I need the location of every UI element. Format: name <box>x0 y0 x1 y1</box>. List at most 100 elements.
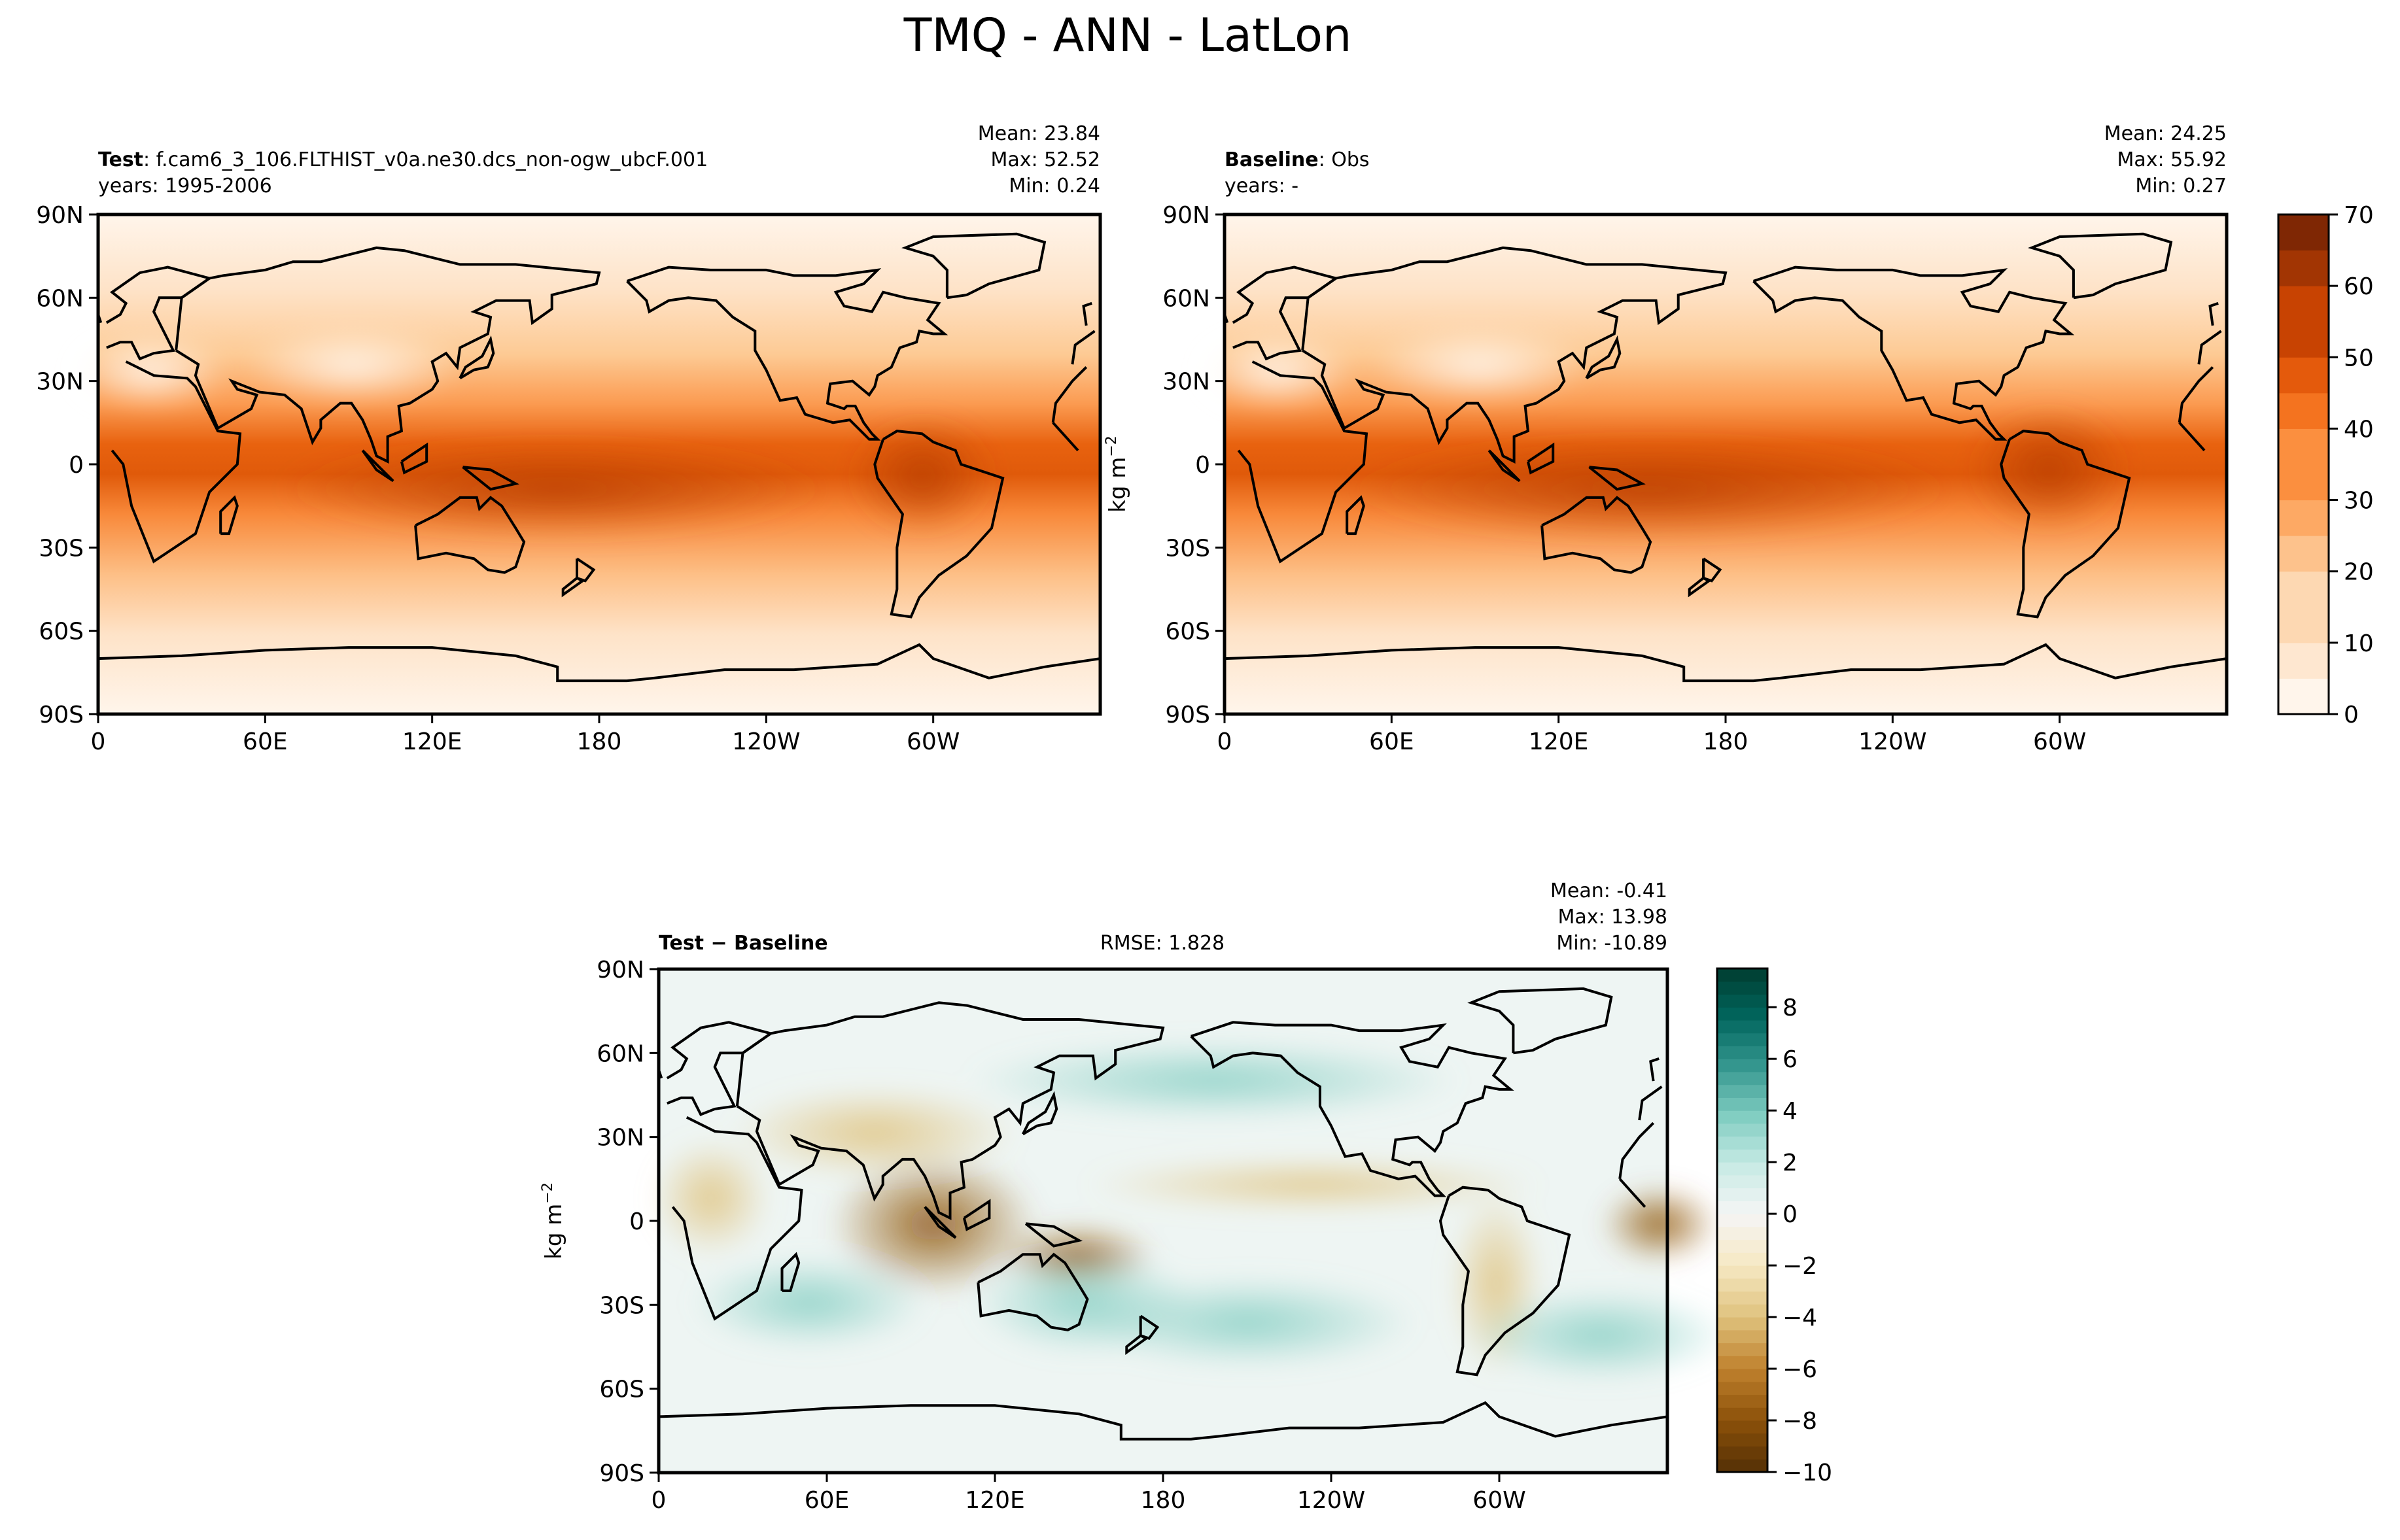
diff-lat-tick-label: 30S <box>599 1292 644 1319</box>
diff-dry-asia <box>731 1087 1018 1178</box>
bottom-colorbar-bin <box>1717 1214 1767 1227</box>
bottom-colorbar-bin <box>1717 1136 1767 1150</box>
bottom-colorbar-tick-label: 4 <box>1783 1098 1798 1125</box>
baseline-stat-max: Max: 55.92 <box>2117 148 2227 171</box>
diff-stat-max: Max: 13.98 <box>1557 906 1667 929</box>
diff-moist-south-atlantic <box>1470 1290 1731 1381</box>
test-coast-namerica <box>626 265 948 441</box>
baseline-lat-tick-label: 60S <box>1165 619 1210 645</box>
baseline-lat-tick-label: 90N <box>1162 202 1210 229</box>
diff-coast-indonesia <box>924 1206 957 1239</box>
baseline-coast-madagascar <box>1346 495 1365 536</box>
test-coast-madagascar <box>219 495 239 536</box>
test-lon-tick-label: 60W <box>907 728 960 755</box>
test-lat-tick-label: 60N <box>36 285 84 312</box>
baseline-coast-samerica <box>2000 430 2131 619</box>
top-colorbar-tick-label: 20 <box>2344 559 2374 586</box>
top-colorbar-bin <box>2278 428 2329 465</box>
diff-moist-north-pacific <box>966 1041 1463 1120</box>
test-lon-tick-label: 0 <box>91 728 106 755</box>
baseline-dry-sahara <box>1198 332 1355 411</box>
bottom-colorbar-bin <box>1717 1201 1767 1214</box>
baseline-lat-tick-label: 60N <box>1162 285 1210 312</box>
top-colorbar-cells <box>2278 214 2329 715</box>
bottom-colorbar-tick-label: −2 <box>1783 1253 1817 1280</box>
diff-label: Test − Baseline <box>659 932 828 955</box>
bottom-colorbar-bin <box>1717 1329 1767 1344</box>
top-colorbar-bin <box>2278 286 2329 322</box>
test-dry-sahara <box>72 332 229 411</box>
test-coast-europe <box>105 265 1096 365</box>
baseline-coastlines <box>1223 232 2227 683</box>
bottom-colorbar-tick-label: −6 <box>1783 1356 1817 1383</box>
top-colorbar-tick-label: 10 <box>2344 630 2374 657</box>
test-coast-africa <box>111 360 1088 564</box>
bottom-colorbar-bin <box>1717 994 1767 1008</box>
top-colorbar-tick-label: 60 <box>2344 273 2374 300</box>
baseline-lat-tick-label: 90S <box>1165 702 1210 728</box>
baseline-lon-tick-label: 0 <box>1217 728 1232 755</box>
baseline-lon-axis: 0 60E 120E 180 120W 60W <box>1217 714 2086 755</box>
diff-coast-nz <box>1139 1314 1160 1341</box>
bottom-colorbar-frame <box>1716 967 1769 1473</box>
top-colorbar-bin <box>2278 392 2329 429</box>
diff-rmse: RMSE: 1.828 <box>1100 932 1225 955</box>
bottom-colorbar-bin <box>1717 1059 1767 1072</box>
bottom-colorbar-bin <box>1717 1304 1767 1318</box>
baseline-coast-namerica <box>1752 265 2075 441</box>
top-colorbar-bin <box>2278 571 2329 607</box>
top-colorbar-bin <box>2278 214 2329 251</box>
bottom-colorbar-tick-label: 6 <box>1783 1046 1798 1073</box>
test-coast-greenland <box>901 232 1047 299</box>
baseline-lon-tick-label: 60W <box>2033 728 2086 755</box>
bottom-colorbar: −10 −8 −6 −4 −2 0 2 4 6 8 <box>1716 967 1832 1486</box>
diff-coast-newguinea <box>1024 1222 1083 1248</box>
test-years: years: 1995-2006 <box>98 175 272 197</box>
diff-lat-axis: 90N 60N 30N 0 30S 60S 90S <box>597 957 659 1487</box>
top-colorbar: 0 10 20 30 40 50 60 70 <box>2277 202 2374 728</box>
diff-moist-indian <box>691 1257 927 1348</box>
top-colorbar-tick-label: 70 <box>2344 202 2374 229</box>
test-stat-max: Max: 52.52 <box>990 148 1100 171</box>
bottom-colorbar-bin <box>1717 1188 1767 1201</box>
bottom-colorbar-bin <box>1717 1278 1767 1292</box>
test-stat-mean: Mean: 23.84 <box>978 122 1100 145</box>
test-coast-nz2 <box>561 577 585 598</box>
diff-coast-madagascar <box>780 1252 801 1292</box>
baseline-coast-indonesia <box>1487 449 1521 483</box>
bottom-colorbar-bin <box>1717 981 1767 995</box>
baseline-coast-japan <box>1585 335 1622 380</box>
top-colorbar-bin <box>2278 357 2329 394</box>
baseline-coast-africa <box>1237 360 2214 564</box>
top-colorbar-bin <box>2278 321 2329 358</box>
bottom-colorbar-bin <box>1717 1033 1767 1046</box>
bottom-colorbar-bin <box>1717 968 1767 982</box>
baseline-coast-antarctica <box>1224 643 2227 683</box>
baseline-warm-pool <box>1342 437 1957 541</box>
bottom-colorbar-bin <box>1717 1162 1767 1176</box>
top-colorbar-tick-label: 0 <box>2344 702 2359 728</box>
bottom-colorbar-bin <box>1717 1446 1767 1460</box>
test-lat-tick-label: 90N <box>36 202 84 229</box>
top-units-label: kg m−2 <box>1104 436 1131 513</box>
baseline-coast-borneo <box>1526 442 1555 475</box>
baseline-lon-tick-label: 120W <box>1858 728 1926 755</box>
bottom-colorbar-bin <box>1717 1459 1767 1473</box>
baseline-lon-tick-label: 120E <box>1529 728 1588 755</box>
bottom-colorbar-bin <box>1717 1291 1767 1305</box>
test-coast-newguinea <box>462 466 519 491</box>
test-coast-japan <box>459 335 495 380</box>
bottom-colorbar-tick-label: −4 <box>1783 1305 1817 1331</box>
diff-coast-nz2 <box>1125 1334 1149 1355</box>
top-colorbar-frame <box>2277 213 2330 715</box>
baseline-lon-tick-label: 180 <box>1703 728 1748 755</box>
bottom-colorbar-bin <box>1717 1381 1767 1395</box>
baseline-coast-europe <box>1232 265 2222 365</box>
top-colorbar-bin <box>2278 250 2329 286</box>
baseline-label: Baseline: Obs <box>1225 148 1370 171</box>
diff-lon-axis: 0 60E 120E 180 120W 60W <box>652 1473 1526 1514</box>
diff-coast-africa <box>671 1116 1655 1321</box>
diff-coast-europe <box>666 1021 1663 1121</box>
bottom-colorbar-ticks: −10 −8 −6 −4 −2 0 2 4 6 8 <box>1767 995 1832 1486</box>
baseline-years: years: - <box>1225 175 1298 197</box>
